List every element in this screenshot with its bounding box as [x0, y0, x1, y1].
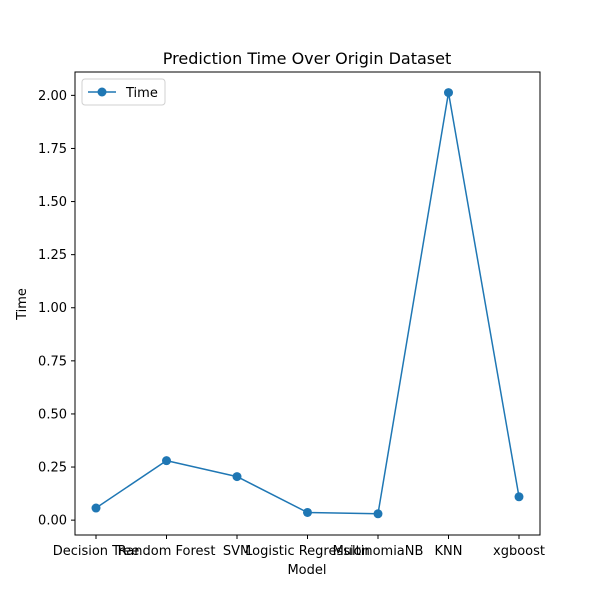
- y-axis-label: Time: [15, 288, 30, 321]
- x-tick-label: Random Forest: [118, 544, 216, 559]
- y-axis: 0.00 0.25 0.50 0.75 1.00 1.25 1.50 1.75 2.00: [38, 89, 75, 529]
- data-point: [303, 507, 312, 517]
- legend-label: Time: [125, 86, 158, 101]
- y-tick-label: 1.50: [38, 195, 67, 210]
- data-point: [91, 503, 101, 513]
- legend-box: [81, 78, 166, 106]
- plot-area: [74, 71, 541, 536]
- chart-title: Prediction Time Over Origin Dataset: [163, 49, 451, 68]
- y-tick-label: 0.50: [38, 407, 67, 422]
- y-tick-label: 0.75: [38, 354, 67, 369]
- data-point: [444, 88, 453, 98]
- legend-point-marker: [97, 87, 107, 97]
- x-tick-label: KNN: [435, 544, 463, 559]
- y-tick-label: 0.00: [38, 514, 67, 529]
- data-point: [514, 492, 524, 502]
- x-tick-label: Decision Tree: [53, 544, 140, 559]
- data-point: [373, 509, 383, 519]
- x-tick-label: SVM: [223, 544, 251, 559]
- x-axis-label: Model: [287, 563, 326, 578]
- legend: Time: [81, 78, 166, 106]
- data-point: [232, 472, 242, 482]
- y-tick-label: 1.25: [38, 248, 67, 263]
- y-tick-label: 2.00: [38, 89, 67, 104]
- series-line: [95, 91, 520, 515]
- plot-frame: [74, 71, 541, 536]
- y-tick-label: 1.75: [38, 142, 67, 157]
- x-tick-label: xgboost: [493, 544, 545, 559]
- series-layer: [91, 88, 524, 519]
- data-point: [162, 456, 171, 466]
- y-tick-label: 1.00: [38, 301, 67, 316]
- x-tick-label: Logistic Regression: [245, 544, 370, 559]
- x-tick-label: MultinomiaNB: [333, 544, 424, 559]
- y-tick-label: 0.25: [38, 461, 67, 476]
